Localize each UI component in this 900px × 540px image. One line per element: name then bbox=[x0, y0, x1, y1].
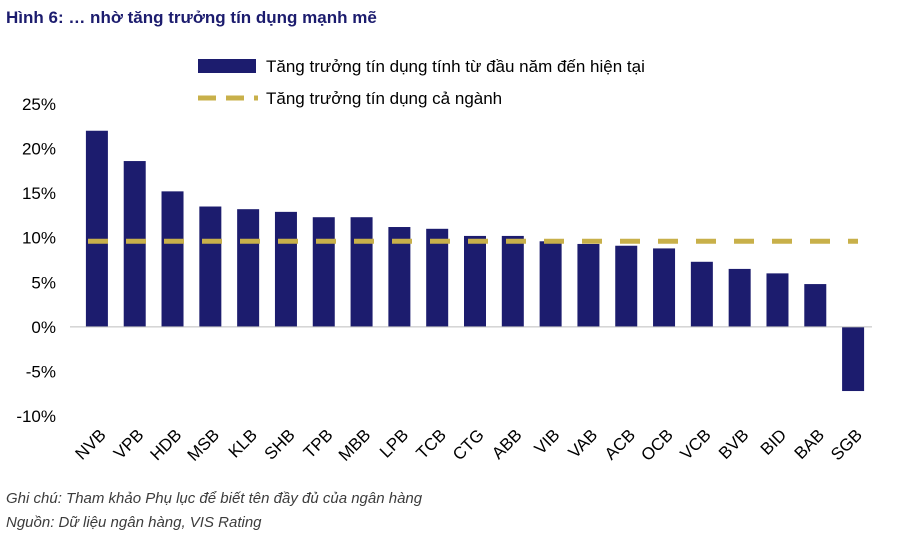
y-tick-label: 25% bbox=[22, 95, 56, 114]
x-tick-label: BID bbox=[757, 425, 790, 458]
bar-hdb bbox=[161, 191, 184, 327]
bar-vcb bbox=[690, 261, 713, 327]
legend-swatch-bar bbox=[198, 59, 256, 73]
legend-label-line: Tăng trưởng tín dụng cả ngành bbox=[266, 89, 502, 108]
x-tick-label: CTG bbox=[449, 425, 488, 464]
chart-source: Nguồn: Dữ liệu ngân hàng, VIS Rating bbox=[6, 514, 262, 531]
y-tick-label: 5% bbox=[31, 273, 56, 292]
bar-nvb bbox=[85, 130, 108, 327]
x-tick-label: VAB bbox=[565, 425, 602, 462]
bar-tcb bbox=[426, 228, 449, 327]
x-tick-label: ABB bbox=[488, 425, 525, 462]
bar-abb bbox=[501, 235, 524, 327]
bar-acb bbox=[615, 245, 638, 327]
legend-label-bar: Tăng trưởng tín dụng tính từ đầu năm đến… bbox=[266, 57, 645, 76]
x-tick-label: KLB bbox=[225, 425, 261, 461]
x-tick-label: BVB bbox=[715, 425, 752, 462]
x-tick-label: SGB bbox=[827, 425, 866, 464]
x-tick-label: OCB bbox=[637, 425, 676, 464]
chart-note: Ghi chú: Tham khảo Phụ lục để biết tên đ… bbox=[6, 490, 423, 507]
bar-vab bbox=[577, 243, 600, 327]
bar-lpb bbox=[388, 227, 411, 327]
bar-msb bbox=[199, 206, 222, 327]
bar-mbb bbox=[350, 217, 373, 327]
y-axis: 25% 20% 15% 10% 5% 0% -5% -10% bbox=[16, 95, 56, 426]
bar-shb bbox=[274, 211, 297, 327]
x-tick-label: VIB bbox=[531, 425, 564, 458]
x-tick-label: LPB bbox=[376, 425, 412, 461]
x-tick-label: NVB bbox=[72, 425, 110, 463]
bar-sgb bbox=[842, 326, 865, 392]
x-tick-label: VPB bbox=[110, 425, 147, 462]
bar-vib bbox=[539, 241, 562, 327]
bar-ctg bbox=[464, 235, 486, 327]
y-tick-label: 10% bbox=[22, 229, 56, 248]
x-tick-label: MSB bbox=[184, 425, 223, 464]
y-tick-label: 15% bbox=[22, 184, 56, 203]
bars bbox=[85, 130, 865, 392]
bar-vpb bbox=[123, 161, 146, 327]
y-tick-label: -5% bbox=[26, 362, 56, 381]
bar-klb bbox=[237, 209, 260, 327]
legend: Tăng trưởng tín dụng tính từ đầu năm đến… bbox=[198, 57, 645, 108]
x-tick-label: TCB bbox=[413, 425, 450, 462]
bar-chart: Tăng trưởng tín dụng tính từ đầu năm đến… bbox=[16, 57, 872, 465]
x-tick-label: ACB bbox=[601, 425, 639, 463]
bar-bvb bbox=[728, 268, 751, 327]
x-tick-label: MBB bbox=[335, 425, 374, 464]
x-tick-label: BAB bbox=[791, 425, 828, 462]
x-tick-label: TPB bbox=[300, 425, 337, 462]
bar-bab bbox=[804, 284, 827, 327]
bar-ocb bbox=[653, 248, 676, 327]
x-tick-label: VCB bbox=[677, 425, 715, 463]
x-tick-label: SHB bbox=[261, 425, 299, 463]
x-tick-label: HDB bbox=[147, 425, 186, 464]
y-tick-label: -10% bbox=[16, 407, 56, 426]
bar-tpb bbox=[312, 217, 335, 327]
chart-title: Hình 6: … nhờ tăng trưởng tín dụng mạnh … bbox=[6, 8, 377, 27]
y-tick-label: 0% bbox=[31, 318, 56, 337]
bar-bid bbox=[766, 273, 789, 327]
y-tick-label: 20% bbox=[22, 140, 56, 159]
